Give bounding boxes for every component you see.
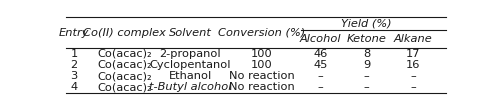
Text: 8: 8 xyxy=(363,49,370,59)
Text: Co(acac)₂: Co(acac)₂ xyxy=(97,71,152,81)
Text: 17: 17 xyxy=(406,49,420,59)
Text: 16: 16 xyxy=(406,60,420,70)
Text: 2-propanol: 2-propanol xyxy=(160,49,221,59)
Text: Cyclopentanol: Cyclopentanol xyxy=(150,60,231,70)
Text: 4: 4 xyxy=(70,82,78,92)
Text: Co(II) complex: Co(II) complex xyxy=(83,28,166,38)
Text: Conversion (%): Conversion (%) xyxy=(218,28,306,38)
Text: No reaction: No reaction xyxy=(229,71,295,81)
Text: Yield (%): Yield (%) xyxy=(342,19,392,29)
Text: Entry: Entry xyxy=(59,28,90,38)
Text: 100: 100 xyxy=(251,49,273,59)
Text: 9: 9 xyxy=(363,60,370,70)
Text: –: – xyxy=(364,71,370,81)
Text: Solvent: Solvent xyxy=(169,28,212,38)
Text: –: – xyxy=(364,82,370,92)
Text: 100: 100 xyxy=(251,60,273,70)
Text: Alkane: Alkane xyxy=(394,34,432,44)
Text: Alcohol: Alcohol xyxy=(300,34,341,44)
Text: Co(acac)₂: Co(acac)₂ xyxy=(97,49,152,59)
Text: Co(acac)₂: Co(acac)₂ xyxy=(97,60,152,70)
Text: –: – xyxy=(318,82,323,92)
Text: 46: 46 xyxy=(313,49,328,59)
Text: 2: 2 xyxy=(70,60,78,70)
Text: –: – xyxy=(318,71,323,81)
Text: –: – xyxy=(410,71,416,81)
Text: 45: 45 xyxy=(313,60,328,70)
Text: Ethanol: Ethanol xyxy=(169,71,212,81)
Text: –: – xyxy=(410,82,416,92)
Text: Co(acac)₂: Co(acac)₂ xyxy=(97,82,152,92)
Text: 3: 3 xyxy=(70,71,78,81)
Text: No reaction: No reaction xyxy=(229,82,295,92)
Text: Ketone: Ketone xyxy=(347,34,387,44)
Text: t-Butyl alcohol: t-Butyl alcohol xyxy=(149,82,232,92)
Text: 1: 1 xyxy=(70,49,78,59)
